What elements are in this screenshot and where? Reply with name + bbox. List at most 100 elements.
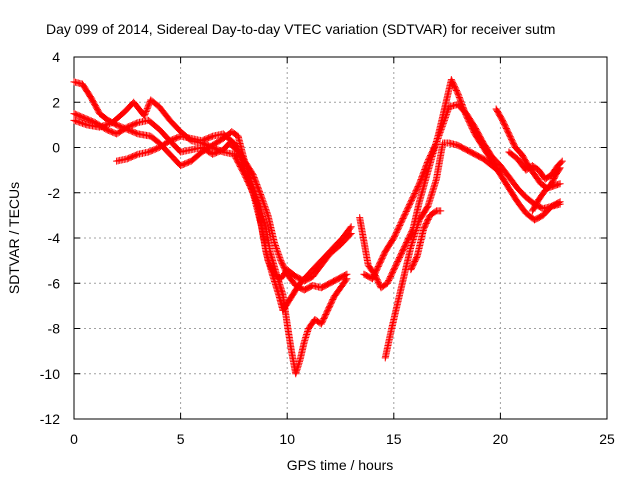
- data-point: [259, 196, 267, 204]
- data-point: [438, 124, 446, 132]
- data-point: [81, 120, 89, 128]
- x-tick-label: 20: [493, 431, 509, 447]
- data-point: [96, 123, 104, 131]
- data-point: [443, 109, 451, 117]
- data-point: [249, 190, 257, 198]
- data-point: [346, 231, 354, 239]
- data-point: [439, 121, 447, 129]
- data-point: [247, 184, 255, 192]
- data-point: [133, 119, 141, 127]
- data-point: [347, 229, 355, 237]
- data-point: [347, 223, 355, 231]
- data-point: [253, 199, 261, 207]
- data-point: [276, 255, 284, 263]
- data-point: [496, 168, 504, 176]
- data-point: [276, 254, 284, 262]
- data-point: [275, 252, 283, 260]
- x-tick-label: 25: [599, 431, 615, 447]
- data-point: [260, 199, 268, 207]
- data-point: [142, 109, 150, 117]
- data-point: [437, 207, 445, 215]
- data-point: [77, 119, 85, 127]
- data-point: [557, 158, 565, 166]
- data-point: [555, 165, 563, 173]
- data-point: [261, 202, 269, 210]
- data-point: [249, 189, 257, 197]
- data-point: [439, 119, 447, 127]
- data-point: [436, 130, 444, 138]
- data-point: [248, 186, 256, 194]
- chart-title: Day 099 of 2014, Sidereal Day-to-day VTE…: [46, 21, 555, 37]
- axis-ticks: 0 5 10 15 20 25 -12 -10 -8 -6 -4 -2 0 2 4: [40, 49, 615, 447]
- y-tick-label: -10: [40, 366, 60, 382]
- data-point: [270, 239, 278, 247]
- data-point: [98, 122, 106, 130]
- data-point: [252, 197, 260, 205]
- y-tick-label: -4: [48, 230, 61, 246]
- data-point: [70, 116, 78, 124]
- data-point: [250, 193, 258, 201]
- data-point: [74, 118, 82, 126]
- data-point: [273, 246, 281, 254]
- data-point: [343, 270, 351, 278]
- data-point: [140, 112, 148, 120]
- data-point: [250, 191, 258, 199]
- series-track-4: [113, 130, 351, 294]
- series-track-11: [528, 164, 564, 215]
- y-tick-label: -6: [48, 275, 61, 291]
- data-point: [432, 139, 440, 147]
- data-point: [101, 121, 109, 129]
- data-point: [273, 245, 281, 253]
- data-point: [432, 140, 440, 148]
- data-point: [275, 251, 283, 259]
- data-point: [442, 113, 450, 121]
- data-point: [437, 125, 445, 133]
- data-point: [272, 243, 280, 251]
- data-point: [257, 192, 265, 200]
- data-point: [434, 134, 442, 142]
- data-point: [258, 195, 266, 203]
- data-point: [495, 167, 503, 175]
- series-track-3: [70, 96, 355, 285]
- x-tick-label: 5: [177, 431, 185, 447]
- data-point: [433, 137, 441, 145]
- y-tick-label: -8: [48, 321, 61, 337]
- data-point: [346, 224, 354, 232]
- data-point: [413, 253, 421, 261]
- data-point: [260, 201, 268, 209]
- data-point: [79, 119, 87, 127]
- data-point: [103, 121, 111, 129]
- data-point: [261, 204, 269, 212]
- data-point: [556, 200, 564, 208]
- x-tick-label: 15: [386, 431, 402, 447]
- data-point: [76, 118, 84, 126]
- x-tick-label: 0: [70, 431, 78, 447]
- data-point: [104, 120, 112, 128]
- data-point: [435, 131, 443, 139]
- data-point: [444, 107, 452, 115]
- data-point: [73, 117, 81, 125]
- data-point: [263, 208, 271, 216]
- data-point: [258, 193, 266, 201]
- y-tick-label: -12: [40, 411, 60, 427]
- data-point: [437, 127, 445, 135]
- data-point: [145, 100, 153, 108]
- series-track-8: [407, 207, 445, 274]
- y-tick-label: -2: [48, 185, 61, 201]
- data-point: [435, 133, 443, 141]
- data-point: [259, 198, 267, 206]
- data-point: [558, 157, 566, 165]
- y-tick-label: 2: [52, 94, 60, 110]
- data-point: [440, 118, 448, 126]
- data-point: [143, 105, 151, 113]
- data-point: [271, 242, 279, 250]
- data-point: [207, 133, 215, 141]
- y-tick-label: 0: [52, 140, 60, 156]
- y-tick-label: 4: [52, 49, 60, 65]
- data-point: [271, 240, 279, 248]
- data-point: [443, 110, 451, 118]
- data-point: [274, 248, 282, 256]
- data-point: [556, 164, 564, 172]
